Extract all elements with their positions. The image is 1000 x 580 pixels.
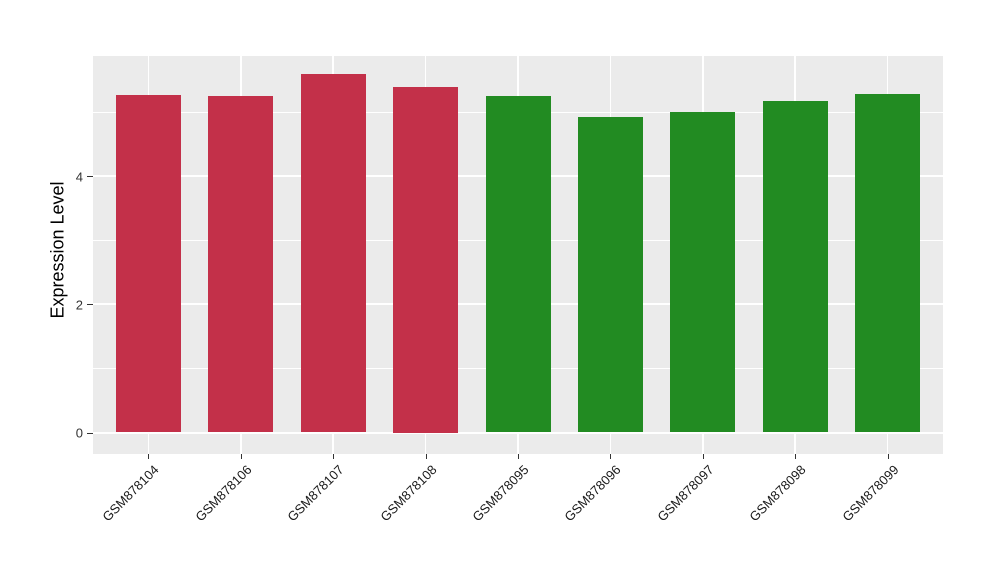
x-tick-mark-GSM878108 [425,454,427,459]
x-tick-label-GSM878098: GSM878098 [746,462,809,525]
bar-GSM878108 [393,87,459,433]
x-tick-mark-GSM878095 [518,454,519,459]
bar-GSM878098 [762,101,828,433]
y-tick-mark-4 [87,176,93,178]
x-tick-mark-GSM878106 [240,454,242,459]
x-tick-label-GSM878095: GSM878095 [469,462,532,525]
x-tick-mark-GSM878096 [610,454,612,459]
bar-GSM878095 [485,95,551,433]
x-tick-label-GSM878106: GSM878106 [192,462,255,525]
y-tick-mark-2 [87,304,93,306]
x-tick-mark-GSM878099 [887,454,889,459]
bar-GSM878104 [115,95,181,433]
x-tick-label-GSM878097: GSM878097 [654,462,717,525]
y-tick-mark-0 [87,432,93,434]
bar-GSM878099 [855,93,921,433]
plot-panel [93,56,943,454]
x-tick-label-GSM878107: GSM878107 [284,462,347,525]
bar-GSM878096 [577,117,643,433]
x-tick-mark-GSM878098 [795,454,797,459]
x-tick-mark-GSM878104 [148,454,150,459]
y-tick-label-2: 2 [75,297,83,313]
y-tick-label-4: 4 [75,169,83,185]
x-tick-label-GSM878104: GSM878104 [99,462,163,525]
x-tick-mark-GSM878097 [702,454,704,459]
x-tick-label-GSM878096: GSM878096 [561,462,625,525]
bar-GSM878107 [300,73,366,433]
x-tick-mark-GSM878107 [333,454,335,459]
bar-GSM878097 [670,112,736,433]
y-tick-label-0: 0 [75,425,83,441]
bar-GSM878106 [208,96,274,433]
x-tick-label-GSM878108: GSM878108 [376,462,440,525]
x-tick-label-GSM878099: GSM878099 [838,462,902,525]
